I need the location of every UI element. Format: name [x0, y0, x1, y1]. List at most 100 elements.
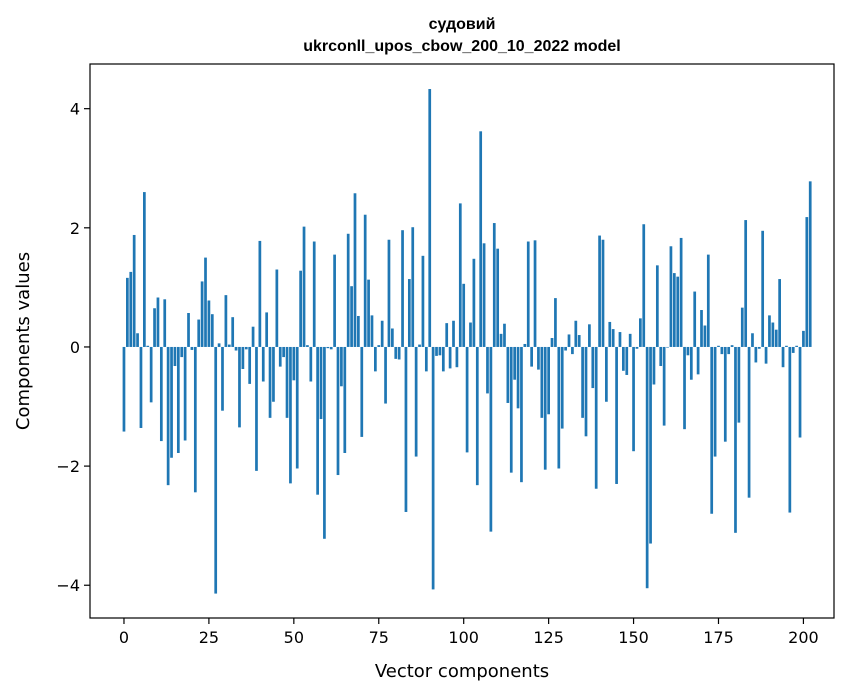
bar-95	[445, 323, 449, 347]
bar-142	[605, 346, 608, 402]
bar-87	[418, 344, 421, 347]
bar-20	[190, 346, 194, 350]
bar-179	[730, 345, 734, 347]
bar-24	[204, 257, 207, 347]
bar-29	[221, 346, 224, 411]
bar-75	[377, 345, 381, 347]
bar-137	[588, 324, 591, 347]
bar-93	[438, 346, 442, 356]
bar-169	[696, 346, 700, 375]
x-tick-label: 150	[618, 628, 649, 647]
bar-107	[486, 346, 489, 394]
bar-48	[285, 346, 289, 418]
bar-121	[533, 240, 537, 347]
bar-119	[526, 241, 530, 347]
bar-105	[479, 131, 483, 347]
bar-125	[547, 346, 550, 415]
bar-193	[778, 279, 781, 347]
bar-135	[581, 346, 584, 418]
plot-frame	[89, 63, 835, 619]
bar-147	[622, 346, 625, 371]
bar-128	[557, 346, 561, 469]
bar-51	[295, 346, 299, 469]
y-tick-label: −2	[56, 457, 80, 476]
bar-92	[435, 346, 438, 356]
bar-158	[659, 346, 663, 367]
bar-191	[771, 322, 775, 347]
bar-154	[645, 346, 649, 589]
bar-0	[122, 346, 126, 432]
bar-165	[683, 346, 686, 430]
bar-33	[234, 346, 238, 351]
x-axis-label: Vector components	[375, 661, 549, 682]
bar-37	[248, 346, 252, 384]
bar-143	[608, 321, 612, 347]
bar-34	[238, 346, 241, 428]
bar-26	[210, 314, 214, 347]
bar-148	[625, 346, 629, 375]
bar-19	[187, 313, 190, 347]
bar-109	[492, 223, 496, 347]
bar-39	[255, 346, 258, 471]
bar-57	[316, 346, 319, 495]
bar-6	[143, 192, 146, 347]
bar-41	[261, 346, 265, 382]
bar-23	[200, 281, 204, 347]
bar-18	[183, 346, 187, 441]
bar-171	[703, 325, 707, 347]
bar-201	[805, 217, 809, 347]
bar-8	[149, 346, 153, 403]
bar-89	[424, 346, 428, 372]
bar-101	[465, 346, 469, 453]
bar-146	[618, 332, 622, 347]
bar-126	[550, 338, 554, 347]
x-tick-label: 75	[369, 628, 389, 647]
bar-72	[367, 279, 370, 347]
bar-156	[652, 346, 656, 385]
bar-1	[126, 277, 129, 347]
bar-155	[649, 346, 652, 544]
bar-114	[509, 346, 513, 473]
bar-141	[601, 239, 605, 347]
bar-127	[554, 298, 557, 347]
bar-86	[414, 346, 418, 457]
bar-79	[391, 328, 394, 347]
x-tick-label: 0	[119, 628, 129, 647]
bar-175	[717, 345, 720, 347]
bar-80	[394, 346, 398, 359]
bar-70	[360, 346, 364, 437]
bar-166	[686, 346, 690, 356]
bar-53	[302, 226, 306, 347]
bar-116	[516, 346, 520, 409]
bar-61	[329, 346, 333, 350]
x-axis-ticks: 0 25 50 75 100 125 150 175 200	[119, 618, 819, 647]
bar-164	[679, 237, 683, 347]
bar-36	[244, 346, 248, 350]
bar-47	[282, 346, 285, 358]
bar-183	[744, 220, 748, 347]
bar-60	[326, 346, 330, 349]
bar-11	[159, 346, 163, 442]
bar-161	[669, 246, 673, 347]
bar-28	[217, 343, 221, 347]
bar-120	[530, 346, 533, 367]
x-tick-label: 175	[703, 628, 734, 647]
bar-59	[323, 346, 326, 539]
bar-65	[343, 346, 347, 453]
x-tick-label: 50	[284, 628, 304, 647]
bar-52	[299, 270, 302, 347]
bar-186	[754, 346, 758, 363]
bar-22	[197, 319, 201, 347]
bar-110	[496, 248, 500, 347]
bar-160	[666, 346, 669, 348]
bar-195	[785, 345, 788, 347]
bar-83	[404, 346, 408, 512]
bar-150	[632, 346, 635, 452]
bar-104	[475, 346, 479, 486]
bar-178	[727, 346, 731, 355]
bar-199	[798, 346, 802, 438]
bar-181	[737, 346, 741, 423]
bar-46	[278, 346, 282, 367]
bar-5	[139, 346, 143, 428]
bar-180	[734, 346, 737, 533]
